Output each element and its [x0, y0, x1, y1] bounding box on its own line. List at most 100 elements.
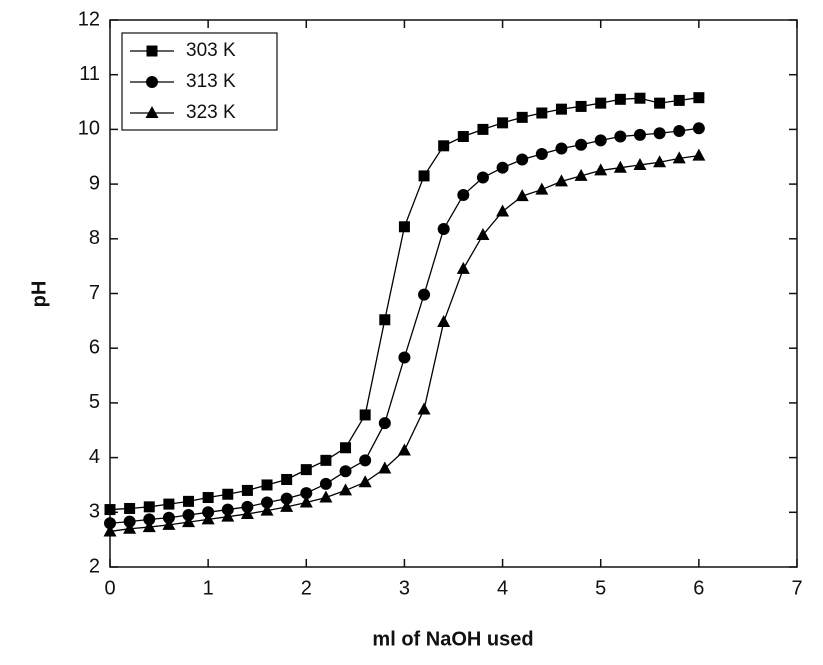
y-tick-label: 2: [89, 555, 100, 577]
circle-marker: [280, 492, 293, 505]
triangle-marker: [123, 521, 137, 534]
triangle-marker: [574, 168, 588, 181]
circle-marker: [673, 125, 686, 138]
square-marker: [143, 501, 155, 513]
y-tick-label: 5: [89, 391, 100, 413]
triangle-marker: [299, 495, 313, 508]
square-marker: [673, 94, 685, 106]
x-tick-label: 4: [497, 577, 508, 599]
series-line: [109, 127, 699, 524]
x-tick-label: 1: [203, 577, 214, 599]
square-marker: [575, 100, 587, 112]
circle-marker: [202, 506, 215, 519]
triangle-marker: [515, 189, 529, 202]
square-marker: [516, 111, 528, 123]
circle-marker: [653, 127, 666, 140]
triangle-marker: [142, 520, 156, 533]
circle-marker: [359, 454, 372, 467]
square-marker: [124, 502, 136, 514]
triangle-marker: [417, 402, 431, 415]
square-marker: [261, 479, 273, 491]
square-marker: [693, 92, 705, 104]
triangle-marker: [613, 160, 627, 173]
circle-marker: [319, 477, 332, 490]
triangle-marker: [319, 490, 333, 503]
square-marker: [183, 495, 195, 507]
legend-label: 323 K: [186, 102, 236, 123]
circle-marker: [182, 509, 195, 522]
y-tick-label: 11: [79, 63, 100, 85]
circle-marker: [104, 517, 116, 530]
triangle-marker: [145, 106, 159, 118]
square-marker: [438, 140, 450, 152]
circle-marker: [575, 138, 588, 151]
y-axis-title: pH: [28, 281, 50, 308]
square-marker: [634, 92, 646, 104]
square-marker: [281, 473, 293, 485]
circle-marker: [162, 511, 175, 524]
circle-marker: [143, 513, 156, 526]
triangle-marker: [437, 314, 451, 327]
triangle-marker: [535, 182, 549, 195]
y-tick-label: 4: [89, 446, 100, 468]
square-marker: [241, 484, 253, 496]
y-tick-label: 3: [89, 501, 100, 523]
x-axis-title: ml of NaOH used: [372, 628, 533, 650]
square-marker: [146, 45, 158, 57]
triangle-marker: [339, 483, 353, 496]
triangle-marker: [221, 509, 235, 522]
square-marker: [104, 504, 116, 516]
triangle-marker: [358, 475, 372, 488]
triangle-marker: [692, 148, 706, 161]
square-marker: [300, 464, 312, 476]
triangle-marker: [182, 515, 196, 528]
triangle-marker: [260, 503, 274, 516]
circle-marker: [496, 161, 509, 174]
circle-marker: [378, 417, 391, 430]
square-marker: [555, 103, 567, 115]
square-marker: [418, 170, 430, 182]
y-tick-label: 8: [89, 227, 100, 249]
triangle-marker: [201, 512, 215, 525]
x-tick-label: 3: [399, 577, 410, 599]
triangle-marker: [554, 174, 568, 187]
circle-marker: [146, 76, 158, 88]
triangle-marker: [378, 461, 392, 474]
circle-marker: [300, 487, 313, 500]
x-tick-label: 0: [104, 577, 115, 599]
triangle-marker: [280, 499, 294, 512]
square-marker: [595, 97, 607, 109]
circle-marker: [476, 171, 489, 184]
square-marker: [222, 488, 234, 500]
circle-marker: [692, 122, 705, 135]
circle-marker: [614, 130, 627, 143]
square-marker: [320, 454, 332, 466]
circle-marker: [516, 153, 529, 166]
circle-marker: [457, 189, 470, 202]
circle-marker: [418, 288, 431, 301]
circle-marker: [437, 222, 450, 235]
triangle-marker: [162, 517, 176, 530]
triangle-marker: [633, 157, 647, 170]
circle-marker: [123, 515, 136, 528]
y-tick-label: 7: [89, 282, 100, 304]
square-marker: [202, 492, 214, 504]
square-marker: [536, 107, 548, 119]
x-tick-label: 7: [791, 577, 802, 599]
square-marker: [614, 93, 626, 105]
square-marker: [340, 442, 352, 454]
y-tick-label: 6: [89, 336, 100, 358]
circle-marker: [535, 148, 548, 161]
x-tick-label: 2: [301, 577, 312, 599]
circle-marker: [594, 134, 607, 147]
square-marker: [379, 314, 391, 326]
square-marker: [163, 498, 175, 510]
square-marker: [359, 409, 371, 421]
square-marker: [457, 131, 469, 143]
circle-marker: [633, 128, 646, 141]
y-tick-label: 10: [78, 118, 100, 140]
circle-marker: [555, 142, 568, 155]
circle-marker: [221, 503, 234, 516]
legend-label: 313 K: [186, 71, 236, 92]
legend-label: 303 K: [186, 40, 236, 61]
